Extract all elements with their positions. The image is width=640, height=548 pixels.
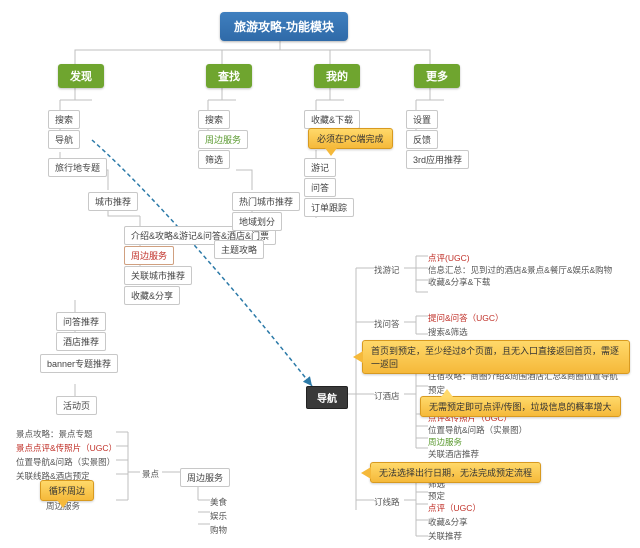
more-item[interactable]: 设置	[406, 110, 438, 129]
nav-leaf: 收藏&分享&下载	[428, 276, 490, 288]
mine-item[interactable]: 订单跟踪	[304, 198, 354, 217]
discover-item[interactable]: 旅行地专题	[48, 158, 107, 177]
nav-leaf: 位置导航&问路（实景图）	[428, 424, 527, 436]
nav-leaf: 点评(UGC)	[428, 252, 470, 264]
nav-group-label: 找游记	[374, 264, 400, 276]
nav-group-label: 订线路	[374, 496, 400, 508]
discover-item[interactable]: 导航	[48, 130, 80, 149]
callout-cycle: 循环周边	[40, 480, 94, 501]
mine-item[interactable]: 收藏&下载	[304, 110, 360, 129]
section-discover[interactable]: 发现	[58, 64, 104, 88]
search-item[interactable]: 周边服务	[198, 130, 248, 149]
nav-leaf: 搜索&筛选	[428, 326, 468, 338]
search-extra[interactable]: 主题攻略	[214, 240, 264, 259]
discover-city-child[interactable]: 收藏&分享	[124, 286, 180, 305]
search-extra[interactable]: 热门城市推荐	[232, 192, 300, 211]
search-extra[interactable]: 地域划分	[232, 212, 282, 231]
callout-flow-pages: 首页到预定，至少经过8个页面，且无入口直接返回首页，需逐一返回	[362, 340, 630, 374]
bl-leaf: 位置导航&问路（实景图）	[16, 456, 115, 468]
mine-item[interactable]: 游记	[304, 158, 336, 177]
discover-city-child[interactable]: 周边服务	[124, 246, 174, 265]
discover-rec[interactable]: 问答推荐	[56, 312, 106, 331]
nav-leaf: 提问&问答（UGC）	[428, 312, 504, 324]
search-item[interactable]: 搜索	[198, 110, 230, 129]
nav-leaf: 信息汇总：见到过的酒店&景点&餐厅&娱乐&购物	[428, 264, 612, 276]
discover-rec[interactable]: banner专题推荐	[40, 354, 118, 373]
nav-leaf: 预定	[428, 490, 445, 502]
section-mine[interactable]: 我的	[314, 64, 360, 88]
more-item[interactable]: 反馈	[406, 130, 438, 149]
callout-ugc-spam: 无需预定即可点评/传图，垃圾信息的概率增大	[420, 396, 621, 417]
discover-item[interactable]: 搜索	[48, 110, 80, 129]
callout-pc: 必须在PC端完成	[308, 128, 393, 149]
nav-leaf: 周边服务	[428, 436, 462, 448]
bl-service-item: 娱乐	[210, 510, 227, 522]
discover-rec[interactable]: 酒店推荐	[56, 332, 106, 351]
nav-group-label: 找问答	[374, 318, 400, 330]
bl-leaf: 景点点评&传照片（UGC）	[16, 442, 117, 454]
discover-city-rec[interactable]: 城市推荐	[88, 192, 138, 211]
bl-service-item: 购物	[210, 524, 227, 536]
root-node: 旅游攻略-功能模块	[220, 12, 348, 41]
bl-mid-label: 景点	[142, 468, 159, 480]
section-more[interactable]: 更多	[414, 64, 460, 88]
nav-leaf: 收藏&分享	[428, 516, 468, 528]
nav-leaf: 点评（UGC）	[428, 502, 481, 514]
bl-service-item: 美食	[210, 496, 227, 508]
search-item[interactable]: 筛选	[198, 150, 230, 169]
more-item[interactable]: 3rd应用推荐	[406, 150, 469, 169]
section-search[interactable]: 查找	[206, 64, 252, 88]
nav-box[interactable]: 导航	[306, 386, 348, 409]
bl-service-box[interactable]: 周边服务	[180, 468, 230, 487]
discover-city-child[interactable]: 关联城市推荐	[124, 266, 192, 285]
discover-rec[interactable]: 活动页	[56, 396, 97, 415]
callout-date: 无法选择出行日期，无法完成预定流程	[370, 462, 541, 483]
nav-group-label: 订酒店	[374, 390, 400, 402]
nav-leaf: 关联推荐	[428, 530, 462, 542]
nav-leaf: 关联酒店推荐	[428, 448, 479, 460]
mine-item[interactable]: 问答	[304, 178, 336, 197]
bl-leaf: 景点攻略：景点专题	[16, 428, 93, 440]
